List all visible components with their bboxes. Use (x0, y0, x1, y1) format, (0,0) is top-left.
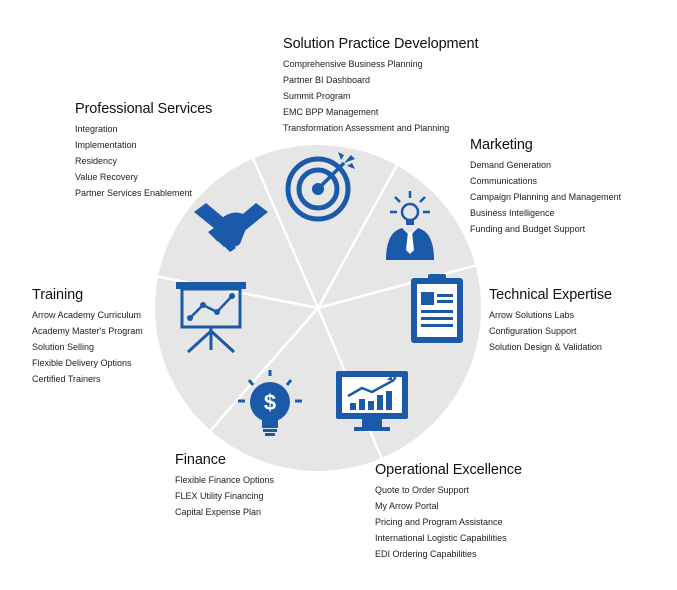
list-item: International Logistic Capabilities (375, 533, 507, 543)
list-item: Partner Services Enablement (75, 188, 193, 198)
presentation-board-icon (176, 282, 246, 354)
section-title: Technical Expertise (489, 287, 613, 303)
list-item: Business Intelligence (470, 208, 555, 218)
dollar-bulb-icon: $ (238, 370, 302, 436)
section-finance: Finance Flexible Finance Options FLEX Ut… (175, 452, 274, 520)
section-operational-excellence: Operational Excellence Quote to Order Su… (375, 462, 522, 562)
monitor-chart-icon (336, 371, 408, 431)
section-title: Professional Services (75, 101, 213, 117)
list-item: Quote to Order Support (375, 485, 470, 495)
list-item: Flexible Delivery Options (32, 358, 132, 368)
section-marketing: Marketing Demand Generation Communicatio… (470, 137, 621, 237)
list-item: Academy Master's Program (32, 326, 143, 336)
section-technical-expertise: Technical Expertise Arrow Solutions Labs… (489, 287, 612, 355)
section-title: Training (32, 287, 84, 303)
section-professional-services: Professional Services Integration Implem… (75, 101, 212, 201)
list-item: Funding and Budget Support (470, 224, 586, 234)
svg-text:$: $ (264, 390, 276, 415)
list-item: Pricing and Program Assistance (375, 517, 503, 527)
list-item: Capital Expense Plan (175, 507, 262, 517)
section-solution-practice: Solution Practice Development Comprehens… (283, 36, 478, 136)
list-item: Certified Trainers (32, 374, 101, 384)
list-item: Implementation (75, 140, 137, 150)
section-training: Training Arrow Academy Curriculum Academ… (32, 287, 143, 387)
clipboard-icon (411, 274, 463, 343)
list-item: Residency (75, 156, 118, 166)
list-item: Configuration Support (489, 326, 577, 336)
list-item: Demand Generation (470, 160, 552, 170)
list-item: Campaign Planning and Management (470, 192, 622, 202)
section-title: Operational Excellence (375, 462, 522, 478)
section-title: Solution Practice Development (283, 36, 479, 52)
list-item: Communications (470, 176, 538, 186)
section-title: Finance (175, 452, 226, 468)
target-dart-icon (285, 152, 355, 222)
list-item: Solution Selling (32, 342, 95, 352)
list-item: Flexible Finance Options (175, 475, 275, 485)
list-item: Transformation Assessment and Planning (283, 123, 450, 133)
list-item: Value Recovery (75, 172, 138, 182)
list-item: Solution Design & Validation (489, 342, 602, 352)
list-item: Integration (75, 124, 118, 134)
list-item: Arrow Academy Curriculum (32, 310, 142, 320)
list-item: Partner BI Dashboard (283, 75, 371, 85)
list-item: FLEX Utility Financing (175, 491, 264, 501)
section-title: Marketing (470, 137, 533, 153)
handshake-icon (194, 203, 268, 252)
list-item: Arrow Solutions Labs (489, 310, 575, 320)
list-item: EMC BPP Management (283, 107, 379, 117)
lightbulb-person-icon (386, 191, 434, 260)
list-item: Summit Program (283, 91, 351, 101)
list-item: EDI Ordering Capabilities (375, 549, 477, 559)
list-item: Comprehensive Business Planning (283, 59, 423, 69)
list-item: My Arrow Portal (375, 501, 439, 511)
